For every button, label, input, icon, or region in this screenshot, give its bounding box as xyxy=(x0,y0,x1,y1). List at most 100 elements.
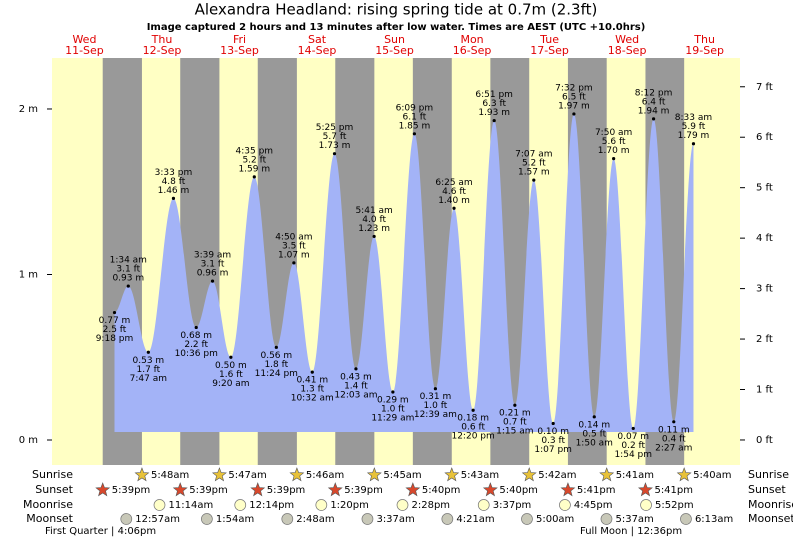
tide-point xyxy=(194,325,198,330)
moonset-time: 5:00am xyxy=(536,514,574,525)
day-date: 18-Sep xyxy=(608,44,647,57)
tide-point xyxy=(672,420,676,424)
sunrise-time: 5:41am xyxy=(616,470,654,481)
tide-point xyxy=(252,175,256,179)
tide-label: 4:50 am xyxy=(275,232,312,242)
tide-label: 5.9 ft xyxy=(682,122,706,132)
tide-point xyxy=(452,206,456,210)
moonrise-icon xyxy=(153,499,166,511)
tide-label: 0.14 m xyxy=(578,420,610,430)
tide-area xyxy=(114,113,694,432)
tide-label: 10:32 am xyxy=(291,394,334,404)
moonrise-time: 1:20pm xyxy=(330,500,369,511)
sun-icon xyxy=(599,467,615,482)
day-weekday: Mon xyxy=(460,33,483,46)
sunrise-time: 5:40am xyxy=(693,470,731,481)
tide-label: 3.1 ft xyxy=(201,260,225,270)
tide-label: 1.73 m xyxy=(319,141,351,151)
y-tick-label: 2 m xyxy=(19,104,38,115)
tide-label: 0.31 m xyxy=(420,392,452,402)
tide-label: 1:07 pm xyxy=(534,445,572,455)
tide-point xyxy=(592,415,596,419)
row-label: Sunset xyxy=(748,483,786,496)
y2-tick-label: 1 ft xyxy=(756,385,773,396)
moonset-time: 6:13am xyxy=(695,514,733,525)
y2-tick-label: 0 ft xyxy=(756,435,773,446)
tide-label: 0.50 m xyxy=(215,361,247,371)
tide-label: 8:33 am xyxy=(675,113,712,123)
tide-label: 7:07 am xyxy=(515,150,552,160)
day-date: 14-Sep xyxy=(298,44,337,57)
tide-label: 4.8 ft xyxy=(162,177,186,187)
tide-label: 12:03 am xyxy=(334,390,377,400)
tide-label: 1.46 m xyxy=(158,186,190,196)
tide-label: 5.7 ft xyxy=(323,132,347,142)
tide-label: 0.18 m xyxy=(457,414,489,424)
tide-label: 0.93 m xyxy=(112,274,144,284)
day-date: 12-Sep xyxy=(143,44,182,57)
tide-label: 6.1 ft xyxy=(403,112,427,122)
sunset-time: 5:41pm xyxy=(577,485,616,496)
tide-label: 0.2 ft xyxy=(621,441,645,451)
tide-label: 1.97 m xyxy=(558,101,590,111)
y2-tick-label: 3 ft xyxy=(756,284,773,295)
tide-label: 6.5 ft xyxy=(562,92,586,102)
tide-label: 0.96 m xyxy=(197,269,229,279)
tide-point xyxy=(471,408,475,412)
tide-label: 5.2 ft xyxy=(242,155,266,165)
sunset-time: 5:39pm xyxy=(344,485,383,496)
day-date: 19-Sep xyxy=(685,44,724,57)
tide-label: 0.7 ft xyxy=(503,418,527,428)
tide-label: 7:50 am xyxy=(595,128,632,138)
y2-tick-label: 2 ft xyxy=(756,334,773,345)
tide-label: 1.70 m xyxy=(598,146,630,156)
tide-point xyxy=(532,178,536,182)
tide-label: 6.3 ft xyxy=(482,99,506,109)
tide-label: 5:41 am xyxy=(355,206,392,216)
tide-label: 0.53 m xyxy=(133,356,165,366)
tide-label: 0.68 m xyxy=(180,331,212,341)
y2-tick-label: 6 ft xyxy=(756,132,773,143)
moonset-icon xyxy=(680,513,692,525)
tide-label: 2:27 am xyxy=(655,443,692,453)
moonset-icon xyxy=(521,513,533,525)
day-weekday: Thu xyxy=(151,33,173,46)
sun-icon xyxy=(289,467,305,482)
y2-tick-label: 4 ft xyxy=(756,233,773,244)
tide-label: 1.93 m xyxy=(478,108,510,118)
row-label: Sunrise xyxy=(32,468,73,481)
sun-icon xyxy=(327,482,343,497)
tide-label: 0.29 m xyxy=(377,396,409,406)
tide-point xyxy=(229,355,233,359)
moonrise-icon xyxy=(640,499,652,511)
sun-icon xyxy=(444,467,460,482)
day-weekday: Wed xyxy=(72,33,96,46)
moonrise-time: 3:37pm xyxy=(493,500,532,511)
moonset-time: 5:37am xyxy=(615,514,653,525)
moonset-icon xyxy=(600,513,613,525)
sun-icon xyxy=(676,467,692,482)
tide-label: 1:54 pm xyxy=(614,450,652,460)
moonrise-time: 5:52pm xyxy=(655,500,694,511)
sun-icon xyxy=(521,467,537,482)
day-weekday: Thu xyxy=(693,33,715,46)
tide-point xyxy=(332,152,337,156)
tide-point xyxy=(612,157,616,161)
chart-subtitle: Image captured 2 hours and 13 minutes af… xyxy=(147,22,646,33)
tide-point xyxy=(372,234,376,239)
tide-label: 0.41 m xyxy=(296,376,328,386)
y-tick-label: 0 m xyxy=(19,435,38,446)
tide-point xyxy=(631,426,635,431)
row-label: Moonset xyxy=(26,512,73,525)
day-weekday: Sun xyxy=(384,33,405,46)
sun-icon xyxy=(172,482,188,497)
tide-point xyxy=(691,142,696,146)
moonset-icon xyxy=(361,513,374,525)
sunrise-time: 5:42am xyxy=(538,470,576,481)
y2-tick-label: 7 ft xyxy=(756,82,773,93)
sunrise-time: 5:48am xyxy=(151,470,189,481)
tide-label: 1.3 ft xyxy=(300,385,324,395)
sun-icon xyxy=(560,482,576,497)
sunset-time: 5:41pm xyxy=(654,485,693,496)
